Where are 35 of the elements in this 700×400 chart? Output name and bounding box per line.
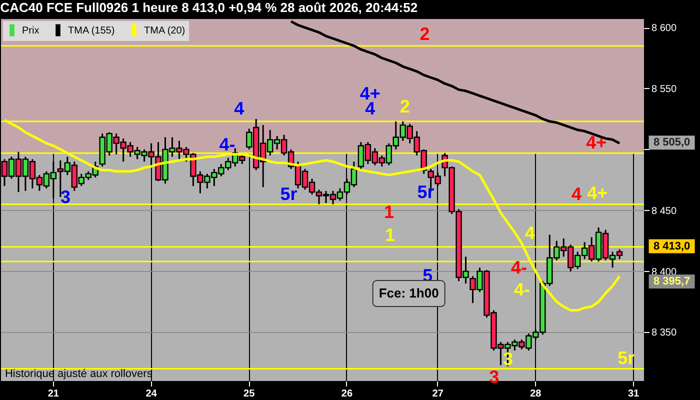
annotation: 4+: [586, 132, 607, 153]
x-tick-label: 24: [146, 388, 158, 400]
x-tick-label: 26: [341, 388, 353, 400]
x-tick-label: 25: [244, 388, 256, 400]
text: 8 395,7: [653, 275, 690, 288]
legend-label: TMA (20): [144, 25, 186, 36]
annotation: 1: [384, 225, 395, 246]
annotation: 4: [572, 184, 582, 204]
y-tick-label: 8 600: [652, 23, 677, 34]
annotation: Fce: 1h00: [378, 286, 439, 301]
annotation: 4-: [514, 280, 530, 300]
annotation: 2: [420, 24, 430, 44]
x-tick-label: 27: [432, 388, 444, 400]
chart-title: CAC40 FCE Full0926 1 heure 8 413,0 +0,94 % 28 août 2026, 20:44:52: [0, 0, 418, 15]
annotation: 2: [400, 96, 410, 116]
annotation: 3: [60, 186, 71, 207]
y-tick-label: 8 350: [652, 328, 677, 339]
annotation: 4-: [219, 134, 236, 155]
legend-label: TMA (155): [68, 25, 115, 36]
text: 8 413,0: [653, 240, 690, 252]
annotation: 4+: [587, 182, 608, 203]
legend-label: Prix: [22, 25, 40, 36]
annotation: 4: [234, 98, 244, 118]
y-tick-label: 8 550: [652, 84, 677, 95]
x-tick-label: 21: [48, 388, 60, 400]
annotation: 1: [384, 202, 394, 222]
x-tick-label: 28: [530, 388, 542, 400]
text: 8 505,0: [653, 136, 690, 149]
annotation: 4: [524, 223, 535, 244]
annotation: 5r: [417, 182, 434, 202]
y-tick-label: 8 450: [652, 206, 677, 217]
annotation: 5r: [280, 184, 298, 204]
x-tick-label: 31: [628, 388, 640, 400]
annotation: Historique ajusté aux rollovers: [4, 368, 153, 380]
annotation: 4-: [510, 257, 527, 278]
